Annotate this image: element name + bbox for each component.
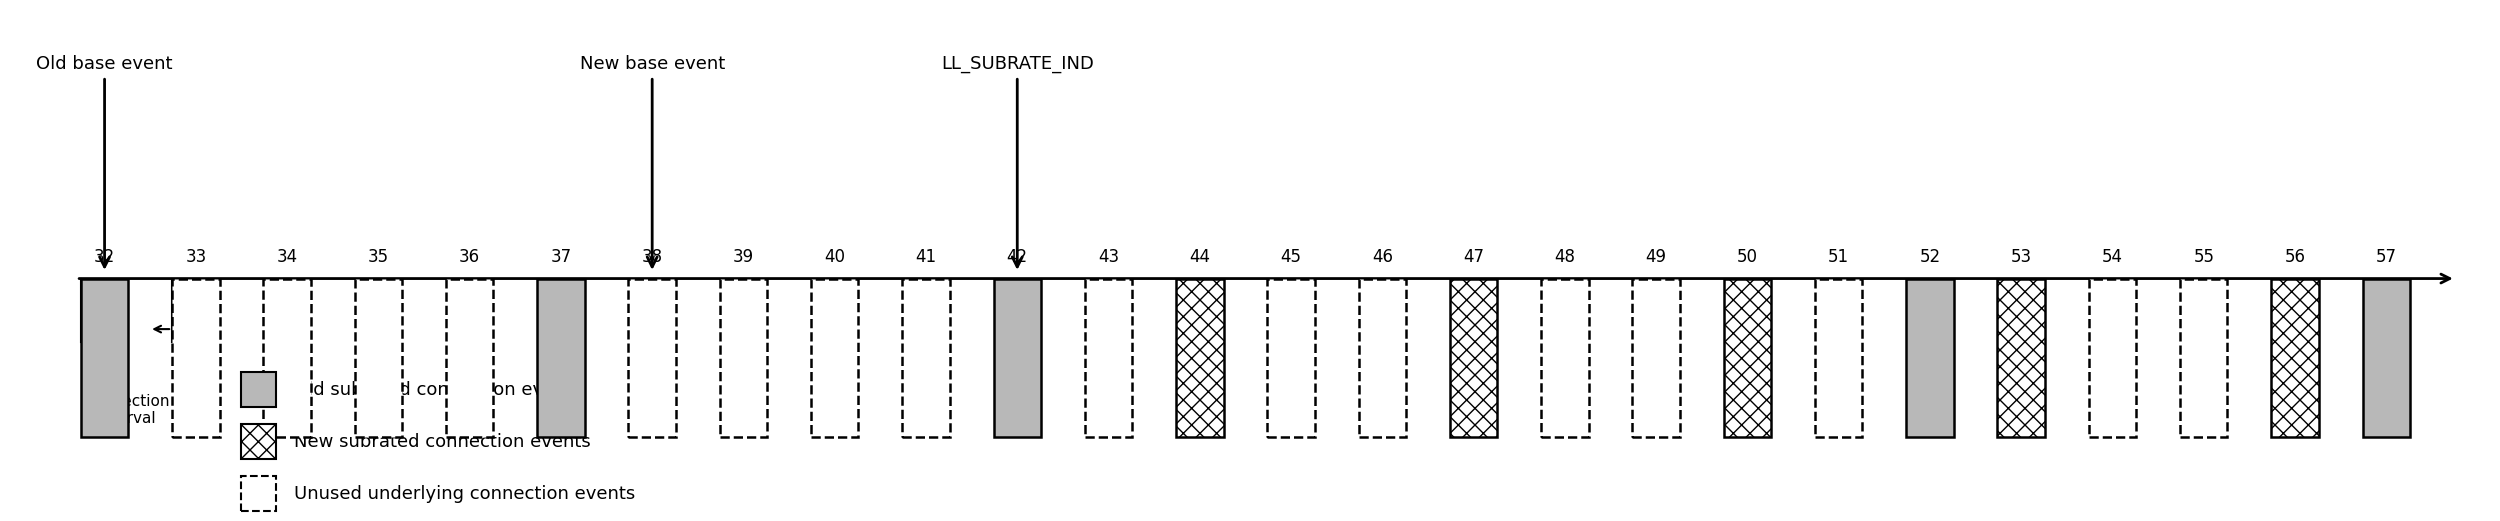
Text: Old subrated connection events: Old subrated connection events — [295, 381, 582, 399]
Bar — [1722, 279, 1770, 438]
Text: 50: 50 — [1737, 247, 1757, 266]
Text: 42: 42 — [1008, 247, 1028, 266]
Text: New base event: New base event — [580, 55, 725, 73]
Bar — [1540, 279, 1588, 438]
Text: 47: 47 — [1462, 247, 1485, 266]
Bar — [242, 373, 275, 407]
Bar — [992, 279, 1040, 438]
Text: LL_SUBRATE_IND: LL_SUBRATE_IND — [940, 55, 1092, 73]
Bar — [628, 279, 675, 438]
Text: 41: 41 — [915, 247, 938, 266]
Text: Old base event: Old base event — [38, 55, 173, 73]
Text: 55: 55 — [2192, 247, 2215, 266]
Text: 53: 53 — [2010, 247, 2032, 266]
Bar — [1632, 279, 1680, 438]
Bar — [720, 279, 768, 438]
Bar — [1268, 279, 1315, 438]
Text: Connection
Interval: Connection Interval — [82, 394, 170, 427]
Bar — [173, 279, 220, 438]
Bar — [445, 279, 493, 438]
Text: 49: 49 — [1645, 247, 1668, 266]
Bar — [902, 279, 950, 438]
Text: 51: 51 — [1828, 247, 1850, 266]
Text: 35: 35 — [368, 247, 390, 266]
Text: 38: 38 — [642, 247, 662, 266]
Text: 36: 36 — [460, 247, 480, 266]
Text: 33: 33 — [185, 247, 208, 266]
Bar — [80, 279, 128, 438]
Text: 57: 57 — [2375, 247, 2398, 266]
Text: 39: 39 — [732, 247, 755, 266]
Text: 32: 32 — [95, 247, 115, 266]
Bar — [262, 279, 310, 438]
Bar — [1905, 279, 1952, 438]
Bar — [1815, 279, 1862, 438]
Bar — [242, 476, 275, 511]
Text: 44: 44 — [1190, 247, 1210, 266]
Bar — [1085, 279, 1132, 438]
Text: 45: 45 — [1280, 247, 1302, 266]
Bar — [2362, 279, 2410, 438]
Text: Unused underlying connection events: Unused underlying connection events — [295, 485, 635, 503]
Text: 37: 37 — [550, 247, 572, 266]
Bar — [355, 279, 402, 438]
Bar — [538, 279, 585, 438]
Text: 54: 54 — [2102, 247, 2122, 266]
Text: 48: 48 — [1555, 247, 1575, 266]
Bar — [2272, 279, 2320, 438]
Bar — [1450, 279, 1498, 438]
Bar — [242, 425, 275, 459]
Text: New subrated connection events: New subrated connection events — [295, 433, 590, 451]
Text: 56: 56 — [2285, 247, 2305, 266]
Text: 52: 52 — [1920, 247, 1940, 266]
Bar — [810, 279, 858, 438]
Text: 46: 46 — [1372, 247, 1392, 266]
Bar — [2090, 279, 2135, 438]
Bar — [1998, 279, 2045, 438]
Bar — [2180, 279, 2228, 438]
Text: 34: 34 — [278, 247, 298, 266]
Text: 43: 43 — [1098, 247, 1120, 266]
Bar — [1175, 279, 1222, 438]
Text: 40: 40 — [825, 247, 845, 266]
Bar — [1358, 279, 1405, 438]
